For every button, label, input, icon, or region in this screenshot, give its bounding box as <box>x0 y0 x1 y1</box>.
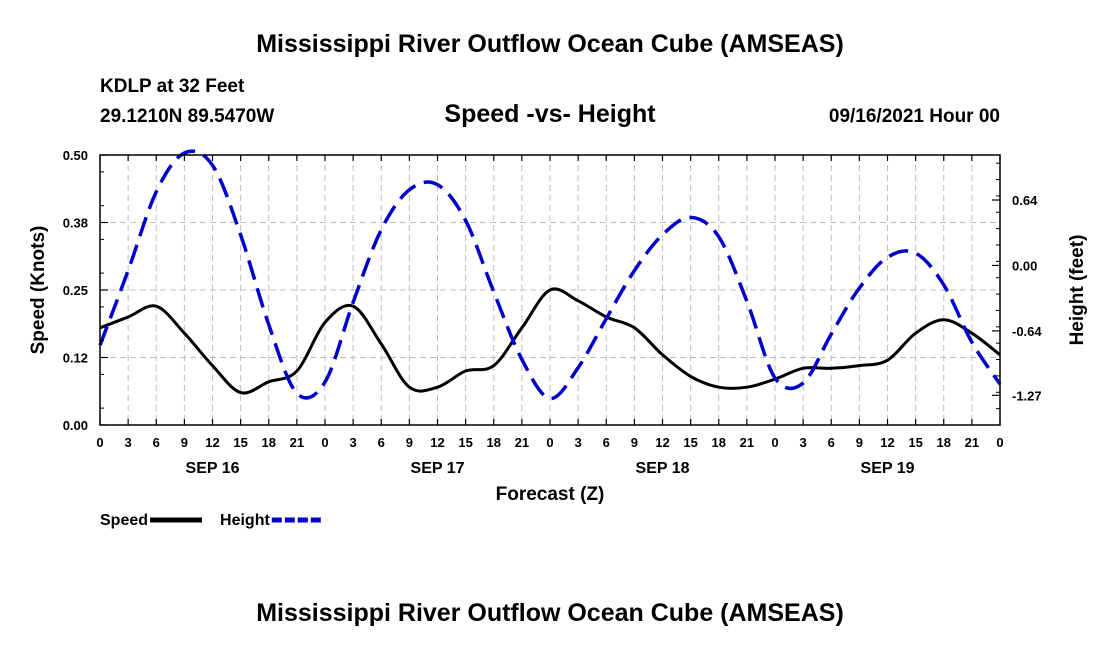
x-tick-label: 12 <box>655 435 669 450</box>
x-tick-label: 15 <box>683 435 697 450</box>
day-label: SEP 19 <box>861 460 915 477</box>
x-tick-label: 6 <box>153 435 160 450</box>
axis-ticks <box>99 154 1001 426</box>
day-label: SEP 17 <box>411 460 465 477</box>
x-tick-label: 15 <box>458 435 472 450</box>
x-tick-label: 18 <box>712 435 726 450</box>
x-tick-label: 18 <box>937 435 951 450</box>
x-tick-label: 21 <box>965 435 979 450</box>
x-tick-label: 3 <box>575 435 582 450</box>
x-tick-label: 0 <box>546 435 553 450</box>
y-axis-title: Speed (Knots) <box>28 226 49 355</box>
x-tick-label: 0 <box>321 435 328 450</box>
x-tick-label: 9 <box>181 435 188 450</box>
x-tick-label: 21 <box>740 435 754 450</box>
y-tick-label: 0.00 <box>63 418 88 433</box>
x-tick-label: 21 <box>515 435 529 450</box>
forecast-datetime: 09/16/2021 Hour 00 <box>828 106 1000 127</box>
x-axis-title: Forecast (Z) <box>496 484 605 505</box>
x-tick-label: 12 <box>430 435 444 450</box>
x-tick-label: 6 <box>378 435 385 450</box>
x-tick-label: 12 <box>880 435 894 450</box>
chart-title: Speed -vs- Height <box>444 100 656 128</box>
day-label: SEP 16 <box>186 460 240 477</box>
day-label: SEP 18 <box>636 460 690 477</box>
legend-label-speed: Speed <box>100 512 148 529</box>
x-tick-label: 18 <box>487 435 501 450</box>
coordinates-label: 29.1210N 89.5470W <box>100 106 275 127</box>
x-tick-label: 0 <box>996 435 1003 450</box>
x-tick-label: 15 <box>233 435 247 450</box>
legend: Speed Height <box>100 512 324 529</box>
x-tick-label: 15 <box>908 435 922 450</box>
x-tick-label: 3 <box>350 435 357 450</box>
page-footer-title: Mississippi River Outflow Ocean Cube (AM… <box>256 599 844 627</box>
x-tick-label: 18 <box>262 435 276 450</box>
x-tick-label: 9 <box>406 435 413 450</box>
y-tick-label: 0.12 <box>63 351 88 366</box>
x-tick-label: 21 <box>290 435 304 450</box>
y-tick-label: 0.50 <box>63 148 88 163</box>
height-series-line <box>98 149 1002 401</box>
legend-label-height: Height <box>220 512 270 529</box>
x-tick-label: 9 <box>856 435 863 450</box>
y2-tick-label: 0.64 <box>1012 193 1038 208</box>
axis-labels: 0 3 6 9 12 15 18 21 0 3 6 9 12 15 18 21 0 3 6 9 12 15 18 21 0 3 6 9… <box>28 148 1088 505</box>
x-tick-label: 3 <box>800 435 807 450</box>
speed-series-line <box>99 287 1001 395</box>
y2-tick-label: -1.27 <box>1012 388 1042 403</box>
x-tick-label: 6 <box>603 435 610 450</box>
y2-axis-title: Height (feet) <box>1067 235 1088 346</box>
x-tick-label: 12 <box>205 435 219 450</box>
x-tick-label: 0 <box>771 435 778 450</box>
series <box>98 149 1002 401</box>
y-tick-label: 0.38 <box>63 216 88 231</box>
station-label: KDLP at 32 Feet <box>100 76 245 97</box>
x-tick-label: 9 <box>631 435 638 450</box>
x-tick-label: 0 <box>96 435 103 450</box>
y-tick-label: 0.25 <box>63 283 88 298</box>
y2-tick-label: 0.00 <box>1012 258 1037 273</box>
y2-tick-label: -0.64 <box>1012 324 1042 339</box>
x-tick-label: 6 <box>828 435 835 450</box>
x-tick-label: 3 <box>125 435 132 450</box>
page-title: Mississippi River Outflow Ocean Cube (AM… <box>256 30 844 58</box>
